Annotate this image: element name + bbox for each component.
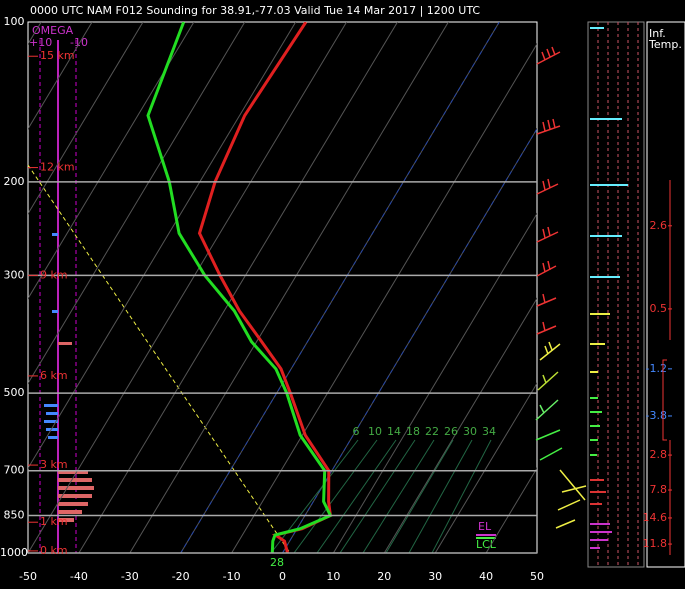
isotherm bbox=[434, 382, 537, 553]
mixing-ratio-label: 14 bbox=[387, 425, 401, 438]
x-tick-label: 40 bbox=[479, 570, 493, 583]
mixing-ratio-label: 22 bbox=[425, 425, 439, 438]
surface-label: 28 bbox=[270, 556, 284, 569]
freezing-line bbox=[180, 22, 500, 553]
mixing-ratio-label: 34 bbox=[482, 425, 496, 438]
omega-title: OMEGA bbox=[32, 24, 74, 37]
inf-temp-panel bbox=[646, 21, 685, 568]
y-tick-label: 100 bbox=[4, 15, 25, 28]
inf-temp-label: 2.6 bbox=[650, 219, 668, 232]
inf-temp-title: Inf. bbox=[649, 27, 666, 40]
chart-title: 0000 UTC NAM F012 Sounding for 38.91,-77… bbox=[30, 4, 480, 17]
inf-temp-label: 11.8 bbox=[643, 537, 668, 550]
mixing-ratio-line bbox=[362, 439, 435, 553]
y-tick-label: 850 bbox=[4, 509, 25, 522]
height-label: 15 km bbox=[40, 49, 75, 62]
freezing-line bbox=[282, 127, 537, 553]
y-tick-label: 1000 bbox=[0, 546, 28, 559]
el-label: EL bbox=[478, 520, 492, 533]
plot-area bbox=[28, 22, 537, 553]
inf-temp-label: 0.5 bbox=[650, 302, 668, 315]
x-tick-label: -40 bbox=[70, 570, 88, 583]
x-tick-label: 10 bbox=[326, 570, 340, 583]
mixing-ratio-line bbox=[408, 439, 473, 553]
isotherm-extension bbox=[28, 22, 144, 215]
mixing-ratio-label: 18 bbox=[406, 425, 420, 438]
isotherm bbox=[383, 297, 537, 553]
height-label: 0 km bbox=[40, 544, 68, 557]
inf-temp-label: -3.8 bbox=[646, 409, 667, 422]
inf-temp-label: -1.2 bbox=[646, 362, 667, 375]
isotherm-extension bbox=[28, 22, 297, 470]
isotherm bbox=[231, 43, 537, 553]
mixing-ratio-line bbox=[431, 439, 492, 553]
mixing-ratio-line bbox=[293, 439, 378, 553]
x-tick-label: -20 bbox=[172, 570, 190, 583]
inf-temp-label: 14.6 bbox=[643, 511, 668, 524]
isotherm bbox=[78, 22, 398, 553]
wind-barbs bbox=[535, 46, 587, 529]
height-label: 9 km bbox=[40, 268, 68, 281]
x-tick-label: -50 bbox=[19, 570, 37, 583]
isotherm bbox=[129, 22, 449, 553]
mixing-ratio-line bbox=[385, 439, 454, 553]
isotherm-extension bbox=[28, 22, 195, 300]
x-tick-label: -30 bbox=[121, 570, 139, 583]
isotherm-extension bbox=[28, 22, 93, 130]
x-tick-label: 30 bbox=[428, 570, 442, 583]
mixing-ratio-label: 6 bbox=[353, 425, 360, 438]
x-tick-label: 50 bbox=[530, 570, 544, 583]
height-label: 12 km bbox=[40, 161, 75, 174]
height-label: 1 km bbox=[40, 515, 68, 528]
inf-temp-line bbox=[662, 180, 671, 555]
isotherm-extension bbox=[28, 22, 246, 385]
x-tick-label: -10 bbox=[223, 570, 241, 583]
side-panel-grid bbox=[597, 22, 639, 567]
mixing-ratio-label: 30 bbox=[463, 425, 477, 438]
x-tick-label: 20 bbox=[377, 570, 391, 583]
inf-temp-label: 7.8 bbox=[650, 483, 668, 496]
side-wind-bars bbox=[590, 27, 628, 549]
parcel-line bbox=[27, 164, 291, 554]
omega-bars bbox=[58, 342, 94, 522]
y-tick-label: 200 bbox=[4, 175, 25, 188]
y-tick-label: 700 bbox=[4, 464, 25, 477]
inf-temp-label: 2.8 bbox=[650, 448, 668, 461]
omega-min: -10 bbox=[70, 36, 88, 49]
omega-bars-negative bbox=[44, 233, 58, 439]
lcl-label: LCL bbox=[476, 538, 497, 551]
height-label: 6 km bbox=[40, 369, 68, 382]
isotherm bbox=[28, 22, 348, 553]
omega-max: +10 bbox=[29, 36, 52, 49]
height-label: 3 km bbox=[40, 458, 68, 471]
mixing-ratio-line bbox=[339, 439, 416, 553]
y-tick-label: 300 bbox=[4, 268, 25, 281]
side-panel bbox=[587, 21, 645, 568]
x-tick-label: 0 bbox=[279, 570, 286, 583]
mixing-ratio-label: 26 bbox=[444, 425, 458, 438]
mixing-ratio-line bbox=[316, 439, 397, 553]
isotherm bbox=[332, 212, 537, 553]
mixing-ratio-label: 10 bbox=[368, 425, 382, 438]
y-tick-label: 500 bbox=[4, 386, 25, 399]
omega-axis bbox=[39, 40, 77, 553]
inf-temp-title: Temp. bbox=[648, 38, 682, 51]
